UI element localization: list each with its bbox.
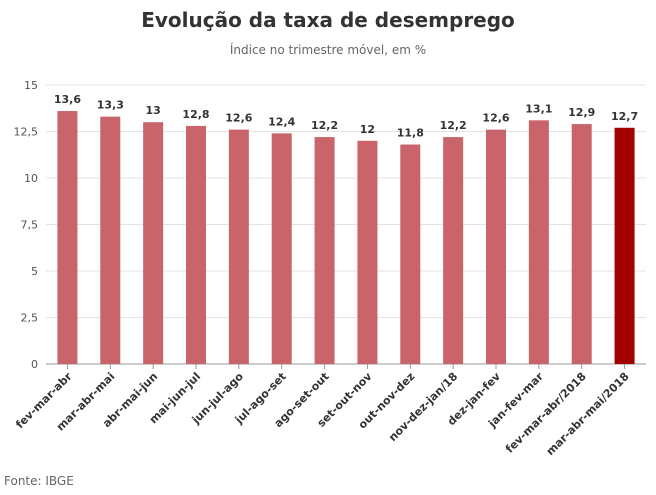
bar — [614, 127, 635, 364]
data-label: 11,8 — [397, 127, 424, 140]
data-label: 13 — [145, 104, 160, 117]
bar — [100, 116, 121, 365]
data-label: 12,7 — [611, 110, 638, 123]
chart-title: Evolução da taxa de desemprego — [141, 8, 515, 32]
y-tick-label: 10 — [24, 172, 38, 185]
grid-lines — [46, 84, 646, 365]
data-label: 13,1 — [525, 102, 552, 115]
x-tick-label: mar-abr-mai/2018 — [544, 370, 632, 458]
data-label: 12,6 — [225, 112, 252, 125]
y-tick-label: 0 — [31, 358, 38, 371]
y-tick-label: 7,5 — [21, 219, 39, 232]
bar — [571, 124, 592, 364]
source-note: Fonte: IBGE — [4, 474, 74, 488]
data-label: 12,8 — [182, 108, 209, 121]
data-label: 12,4 — [268, 115, 295, 128]
data-label: 12 — [360, 123, 375, 136]
bar — [143, 122, 164, 364]
y-tick-label: 5 — [31, 265, 38, 278]
bar — [400, 144, 421, 364]
x-axis: fev-mar-abrmar-abr-maiabr-mai-junmai-jun… — [13, 364, 632, 458]
bar — [314, 137, 335, 364]
bar — [528, 120, 549, 364]
y-axis: 0 2,5 5 7,5 10 12,5 15 — [14, 79, 39, 371]
y-tick-label: 2,5 — [21, 312, 39, 325]
data-label: 12,9 — [568, 106, 595, 119]
bar — [228, 129, 249, 364]
bar — [186, 125, 206, 364]
bar — [357, 140, 378, 364]
bar — [57, 111, 78, 364]
bar — [486, 129, 506, 364]
data-label: 13,3 — [97, 99, 124, 112]
y-tick-label: 15 — [24, 79, 38, 92]
data-label: 12,2 — [311, 119, 338, 132]
data-label: 13,6 — [54, 93, 81, 106]
y-tick-label: 12,5 — [14, 126, 39, 139]
data-label: 12,6 — [482, 112, 509, 125]
data-label: 12,2 — [440, 119, 467, 132]
bars — [57, 111, 635, 365]
data-labels: 13,6 13,3 13 12,8 12,6 12,4 12,2 12 11,8 12,2 12,6… — [54, 93, 638, 139]
bar — [271, 133, 292, 364]
bar — [443, 137, 464, 364]
chart-subtitle: Índice no trimestre móvel, em % — [229, 43, 427, 57]
x-tick-label: fev-mar-abr/2018 — [503, 370, 589, 456]
